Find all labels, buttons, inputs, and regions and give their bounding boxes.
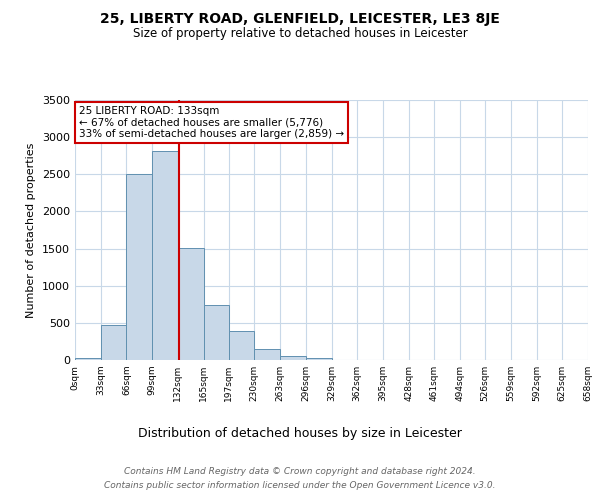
Bar bbox=[306, 358, 331, 360]
Text: Contains HM Land Registry data © Crown copyright and database right 2024.
Contai: Contains HM Land Registry data © Crown c… bbox=[104, 468, 496, 489]
Bar bbox=[101, 325, 127, 360]
Y-axis label: Number of detached properties: Number of detached properties bbox=[26, 142, 37, 318]
Bar bbox=[127, 174, 152, 360]
Bar bbox=[229, 331, 254, 360]
Bar bbox=[75, 358, 101, 360]
Text: Distribution of detached houses by size in Leicester: Distribution of detached houses by size … bbox=[138, 428, 462, 440]
Bar bbox=[152, 150, 178, 360]
Bar bbox=[203, 305, 229, 360]
Bar bbox=[280, 356, 306, 360]
Bar bbox=[178, 248, 203, 360]
Text: Size of property relative to detached houses in Leicester: Size of property relative to detached ho… bbox=[133, 28, 467, 40]
Text: 25, LIBERTY ROAD, GLENFIELD, LEICESTER, LE3 8JE: 25, LIBERTY ROAD, GLENFIELD, LEICESTER, … bbox=[100, 12, 500, 26]
Text: 25 LIBERTY ROAD: 133sqm
← 67% of detached houses are smaller (5,776)
33% of semi: 25 LIBERTY ROAD: 133sqm ← 67% of detache… bbox=[79, 106, 344, 139]
Bar bbox=[254, 349, 280, 360]
